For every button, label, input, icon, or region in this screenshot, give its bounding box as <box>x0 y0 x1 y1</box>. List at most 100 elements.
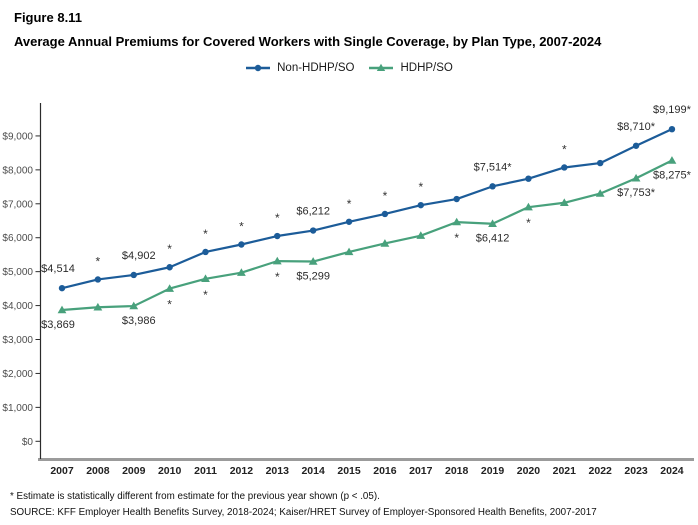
significance-asterisk: * <box>418 180 423 194</box>
significance-asterisk: * <box>167 298 172 312</box>
significance-asterisk: * <box>239 220 244 234</box>
point-value-label: $7,514* <box>474 161 513 173</box>
y-tick-label: $5,000 <box>2 267 33 278</box>
data-point-triangle <box>57 305 67 314</box>
significance-asterisk: * <box>203 288 208 302</box>
significance-asterisk: * <box>347 197 352 211</box>
x-tick-label: 2007 <box>50 465 74 477</box>
legend-item-non-hdhp: Non-HDHP/SO <box>245 62 354 74</box>
axes: $0 $1,000 $2,000 $3,000 $4,000 $5,000 $6,000 $7… <box>2 103 694 477</box>
data-point-circle <box>238 241 245 248</box>
point-value-label: $6,212 <box>296 206 330 218</box>
data-point-circle <box>489 183 496 190</box>
x-tick-label: 2019 <box>481 465 505 477</box>
data-point-triangle <box>595 189 605 197</box>
footnote-significance: * Estimate is statistically different fr… <box>10 491 380 502</box>
data-point-circle <box>453 195 460 203</box>
y-tick-label: $9,000 <box>2 131 33 142</box>
legend-triangle-marker <box>377 63 386 71</box>
data-point-triangle <box>308 257 318 265</box>
point-value-label: $4,514 <box>41 263 75 275</box>
x-tick-label: 2017 <box>409 465 433 477</box>
data-point-triangle <box>272 256 282 265</box>
legend: Non-HDHP/SO HDHP/SO <box>0 62 698 74</box>
point-value-label: $6,412 <box>476 233 510 245</box>
significance-asterisk: * <box>383 189 388 203</box>
x-tick-label: 2010 <box>158 465 182 477</box>
x-tick-label: 2020 <box>517 465 541 477</box>
data-point-circle <box>274 232 281 240</box>
data-point-circle <box>130 271 137 279</box>
point-value-label: $9,199* <box>653 104 692 116</box>
point-value-label: $3,986 <box>122 315 156 327</box>
point-value-label: $5,299 <box>296 271 330 283</box>
data-point-triangle <box>631 173 641 182</box>
data-point-triangle <box>667 156 677 164</box>
significance-asterisk: * <box>167 242 172 256</box>
y-tick-label: $0 <box>22 437 34 448</box>
y-tick-label: $4,000 <box>2 301 33 312</box>
x-tick-label: 2009 <box>122 465 146 477</box>
x-tick-label: 2015 <box>337 465 361 477</box>
y-tick-label: $2,000 <box>2 369 33 380</box>
data-point-triangle <box>165 284 175 292</box>
data-point-circle <box>632 142 640 149</box>
data-point-triangle <box>416 231 426 239</box>
data-point-circle <box>561 164 568 171</box>
point-value-label: $7,753* <box>617 187 656 199</box>
data-point-circle <box>58 284 66 292</box>
data-point-triangle <box>524 202 533 211</box>
non-hdhp-line-circle-icon <box>246 64 271 72</box>
series-non-hdhp-so: $4,514 $4,902 $6,212 $7,514* $8,710* $9,199* *… <box>41 104 692 292</box>
data-point-triangle <box>559 198 569 206</box>
y-tick-label: $6,000 <box>2 233 33 244</box>
chart-title: Average Annual Premiums for Covered Work… <box>14 34 602 49</box>
series-line <box>60 159 674 312</box>
data-point-triangle <box>488 219 497 227</box>
data-point-triangle <box>129 301 139 310</box>
footnote-source: SOURCE: KFF Employer Health Benefits Sur… <box>10 507 597 518</box>
data-point-circle <box>94 276 102 283</box>
hdhp-line-triangle-icon <box>369 63 394 71</box>
data-point-triangle <box>237 268 246 276</box>
significance-asterisk: * <box>275 211 280 225</box>
significance-asterisk: * <box>203 227 208 241</box>
point-value-label: $4,902 <box>122 250 156 262</box>
x-tick-label: 2012 <box>230 465 254 477</box>
series-line <box>60 128 674 290</box>
data-point-circle <box>597 159 604 167</box>
data-point-triangle <box>344 247 354 256</box>
point-value-label: $8,275* <box>653 170 692 182</box>
significance-asterisk: * <box>526 216 531 230</box>
y-tick-label: $8,000 <box>2 165 33 176</box>
figure-number: Figure 8.11 <box>14 10 82 25</box>
data-point-triangle <box>380 239 390 247</box>
data-point-circle <box>345 218 353 225</box>
data-point-circle <box>417 201 424 209</box>
data-point-circle <box>166 264 173 271</box>
data-point-triangle <box>93 302 103 311</box>
series-hdhp-so: $3,869 $3,986 $5,299 $6,412 $7,753* $8,275* * *… <box>41 156 692 331</box>
significance-asterisk: * <box>275 270 280 284</box>
data-point-circle <box>381 210 389 218</box>
significance-asterisk: * <box>96 254 101 268</box>
data-point-triangle <box>452 217 462 226</box>
legend-circle-marker <box>254 64 262 72</box>
legend-label-hdhp: HDHP/SO <box>400 62 453 74</box>
significance-asterisk: * <box>562 142 567 156</box>
x-tick-label: 2008 <box>86 465 110 477</box>
y-tick-label: $3,000 <box>2 335 33 346</box>
legend-label-non-hdhp: Non-HDHP/SO <box>277 62 355 74</box>
data-point-circle <box>668 125 676 133</box>
point-value-label: $3,869 <box>41 319 75 331</box>
y-tick-label: $7,000 <box>2 199 33 210</box>
x-tick-label: 2024 <box>660 465 684 477</box>
x-tick-label: 2022 <box>589 465 613 477</box>
x-tick-label: 2023 <box>624 465 648 477</box>
x-tick-label: 2011 <box>194 465 217 477</box>
data-point-circle <box>202 248 209 256</box>
significance-asterisk: * <box>454 231 459 245</box>
legend-item-hdhp: HDHP/SO <box>368 62 453 74</box>
x-tick-label: 2021 <box>553 465 577 477</box>
